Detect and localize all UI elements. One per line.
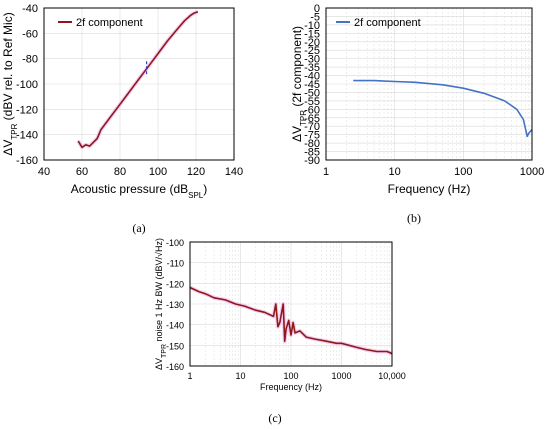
x-tick-label: 100 — [149, 166, 167, 178]
panel-a-x-axis-label: Acoustic pressure (dBSPL) — [71, 182, 208, 200]
x-tick-label: 10 — [235, 371, 245, 381]
x-tick-label: 60 — [76, 166, 88, 178]
y-tick-label: -90 — [304, 155, 320, 167]
panel-b-legend: 2f component — [336, 17, 421, 29]
y-tick-label: -100 — [166, 238, 184, 248]
panel-a-grid — [44, 7, 234, 161]
y-tick-label: -160 — [166, 362, 184, 372]
panel-a-frame — [43, 7, 235, 161]
series-line — [189, 286, 393, 355]
panel-b-caption: (b) — [407, 211, 421, 225]
panel-b-y-ticks: 0-5-10-15-20-25-30-35-40-45-50-55-60-65-… — [304, 3, 320, 167]
panel-c-caption: (c) — [268, 411, 281, 425]
y-tick-label: -55 — [304, 96, 320, 108]
panel-c-x-ticks: 1 10 100 1000 10,000 — [187, 371, 405, 381]
panel-a-caption: (a) — [132, 221, 145, 235]
panel-b-legend-label: 2f component — [354, 17, 421, 29]
x-tick-label: 1000 — [520, 166, 544, 178]
panel-b: 1 10 100 1000 0-5-10-15-20-25-30-35-40-45-5… — [290, 3, 544, 225]
x-tick-label: 1 — [187, 371, 192, 381]
panel-a-x-ticks: 40 60 80 100 120 140 — [38, 166, 243, 178]
y-tick-label: -45 — [304, 79, 320, 91]
y-tick-label: -15 — [304, 28, 320, 40]
x-tick-label: 100 — [454, 166, 472, 178]
y-tick-label: -80 — [22, 54, 38, 66]
x-tick-label: 40 — [38, 166, 50, 178]
y-tick-label: -20 — [304, 37, 320, 49]
y-tick-label: -85 — [304, 147, 320, 159]
y-tick-label: -120 — [16, 104, 38, 116]
panel-b-y-axis-label: ΔVTPR (2f component) — [290, 26, 308, 142]
y-tick-label: -60 — [22, 28, 38, 40]
y-tick-label: -10 — [304, 20, 320, 32]
x-tick-label: 1 — [323, 166, 329, 178]
panel-c-x-axis-label: Frequency (Hz) — [260, 382, 322, 392]
y-tick-label: -120 — [166, 279, 184, 289]
series-line — [353, 79, 533, 138]
panel-b-frame — [325, 7, 533, 161]
y-tick-label: -110 — [167, 259, 184, 269]
y-tick-label: -35 — [304, 62, 320, 74]
y-tick-label: -40 — [304, 71, 320, 83]
y-tick-label: -60 — [304, 104, 320, 116]
x-tick-label: 140 — [225, 166, 243, 178]
panel-c-y-ticks: -100 -110 -120 -130 -140 -150 -160 — [166, 238, 184, 372]
y-tick-label: -40 — [22, 3, 38, 15]
x-tick-label: 80 — [114, 166, 126, 178]
y-tick-label: -100 — [16, 79, 38, 91]
y-tick-label: 0 — [314, 3, 320, 15]
panel-a-legend: 2f component — [58, 17, 143, 29]
x-tick-label: 10 — [389, 166, 401, 178]
y-tick-label: -25 — [304, 45, 320, 57]
y-tick-label: -5 — [310, 11, 320, 23]
y-tick-label: -150 — [166, 341, 184, 351]
panel-c: 1 10 100 1000 10,000 -100 -110 -120 -130 -140 -15… — [154, 238, 406, 425]
y-tick-label: -30 — [304, 54, 320, 66]
x-tick-label: 120 — [187, 166, 205, 178]
y-tick-label: -65 — [304, 113, 320, 125]
panel-b-x-axis-label: Frequency (Hz) — [388, 182, 471, 196]
panel-c-frame — [189, 241, 393, 367]
panel-c-y-axis-label: ΔVTPR noise 1 Hz BW (dBV/√Hz) — [154, 238, 168, 370]
y-tick-label: -75 — [304, 130, 320, 142]
panel-c-series — [189, 285, 393, 356]
y-tick-label: -50 — [304, 87, 320, 99]
y-tick-label: -140 — [16, 130, 38, 142]
x-tick-label: 10,000 — [378, 371, 406, 381]
y-tick-label: -130 — [166, 300, 184, 310]
y-tick-label: -70 — [304, 121, 320, 133]
panel-a-legend-label: 2f component — [76, 17, 143, 29]
x-tick-label: 1000 — [331, 371, 351, 381]
series-line — [77, 11, 199, 149]
x-tick-label: 100 — [283, 371, 298, 381]
y-tick-label: -140 — [166, 321, 184, 331]
panel-b-series — [353, 79, 533, 138]
panel-a-series — [76, 9, 199, 150]
panel-a-y-axis-label: ΔVTPR (dBV rel. to Ref Mic) — [1, 12, 19, 155]
y-tick-label: -80 — [304, 138, 320, 150]
y-tick-label: -160 — [16, 155, 38, 167]
panel-b-x-ticks: 1 10 100 1000 — [323, 166, 544, 178]
panel-a: 40 60 80 100 120 140 -40 -60 -80 -100 -120 -140 -16… — [1, 3, 243, 235]
panel-a-y-ticks: -40 -60 -80 -100 -120 -140 -160 — [16, 3, 38, 167]
